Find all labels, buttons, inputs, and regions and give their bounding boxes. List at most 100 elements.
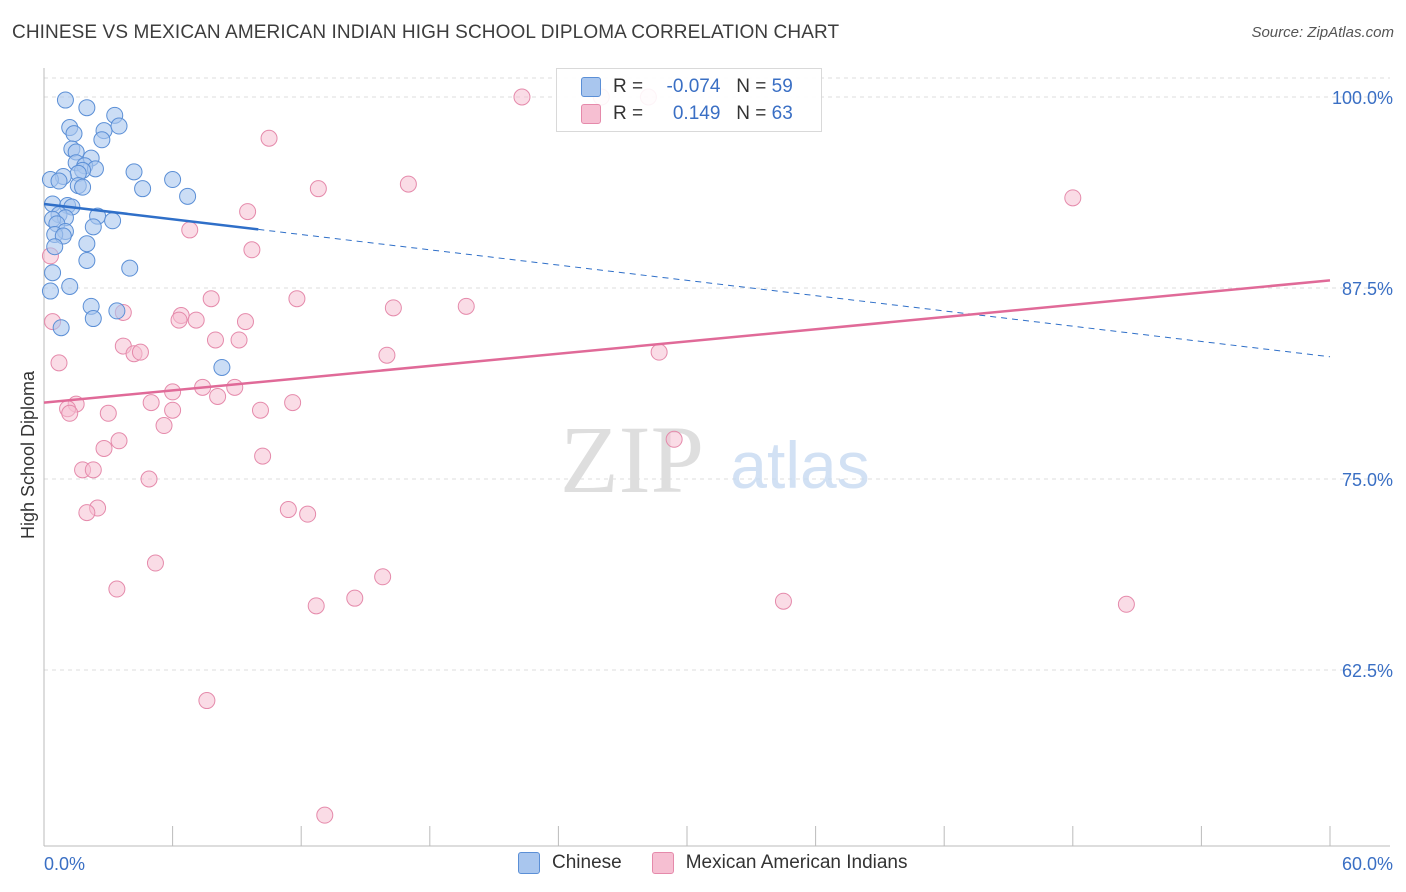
- data-point-mexican: [198, 692, 216, 710]
- data-point-mexican: [260, 129, 278, 147]
- data-point-mexican: [146, 554, 164, 572]
- legend-item-chinese: Chinese: [518, 852, 622, 874]
- data-point-chinese: [104, 212, 122, 230]
- data-point-mexican: [110, 432, 128, 450]
- data-point-chinese: [65, 125, 83, 143]
- mexican-points: [41, 88, 1135, 824]
- data-point-chinese: [84, 218, 102, 236]
- x-tick-labels: 0.0% 60.0%: [44, 854, 1393, 874]
- data-point-mexican: [140, 470, 158, 488]
- data-point-mexican: [457, 297, 475, 315]
- x-tick-label: 60.0%: [1342, 854, 1393, 874]
- x-tick-label: 0.0%: [44, 854, 85, 874]
- data-point-chinese: [78, 99, 96, 117]
- data-point-mexican: [95, 439, 113, 457]
- data-point-mexican: [374, 568, 392, 586]
- data-point-mexican: [399, 175, 417, 193]
- mexican-trend-line: [43, 279, 1331, 404]
- data-point-chinese: [50, 172, 68, 190]
- data-point-mexican: [243, 241, 261, 259]
- data-point-mexican: [202, 290, 220, 308]
- axes: [43, 68, 1390, 847]
- stats-legend: R = -0.074 N = 59 R = 0.149 N = 63: [556, 68, 822, 132]
- data-point-mexican: [650, 343, 668, 361]
- data-point-mexican: [209, 387, 227, 405]
- chart-title: CHINESE VS MEXICAN AMERICAN INDIAN HIGH …: [12, 22, 840, 43]
- data-point-mexican: [206, 331, 224, 349]
- data-point-mexican: [78, 504, 96, 522]
- data-point-chinese: [108, 302, 126, 320]
- chinese-trend-line: [43, 202, 259, 231]
- data-point-mexican: [187, 311, 205, 329]
- data-point-mexican: [239, 203, 257, 221]
- legend-r-value: -0.074: [666, 76, 721, 97]
- data-point-mexican: [236, 313, 254, 331]
- legend-n-label: N =: [736, 103, 767, 124]
- legend-label-mexican: Mexican American Indians: [685, 852, 908, 873]
- chinese-legend-swatch: [518, 852, 540, 874]
- watermark-atlas: atlas: [730, 428, 869, 502]
- legend-n-label: N =: [736, 76, 767, 97]
- legend-r-label: R =: [613, 103, 644, 124]
- y-axis-label: High School Diploma: [18, 370, 38, 539]
- data-point-mexican: [251, 401, 269, 419]
- legend-label-chinese: Chinese: [552, 852, 622, 873]
- data-point-mexican: [164, 401, 182, 419]
- data-point-mexican: [288, 290, 306, 308]
- data-point-mexican: [142, 394, 160, 412]
- legend-row-mexican: R = 0.149 N = 63: [581, 102, 793, 126]
- data-point-mexican: [108, 580, 126, 598]
- data-point-chinese: [213, 358, 231, 376]
- source-label: Source: ZipAtlas.com: [1251, 24, 1394, 41]
- data-point-chinese: [179, 187, 197, 205]
- data-point-mexican: [307, 597, 325, 615]
- data-point-chinese: [134, 180, 152, 198]
- data-point-mexican: [316, 806, 334, 824]
- data-point-mexican: [665, 430, 683, 448]
- data-point-chinese: [56, 91, 74, 109]
- data-point-mexican: [309, 180, 327, 198]
- trend-lines: [43, 202, 1331, 404]
- data-point-mexican: [254, 447, 272, 465]
- data-point-mexican: [84, 461, 102, 479]
- chinese-points: [41, 91, 231, 376]
- legend-n-value: 59: [771, 76, 793, 97]
- data-point-mexican: [61, 404, 79, 422]
- data-point-chinese: [74, 178, 92, 196]
- data-point-chinese: [125, 163, 143, 181]
- data-point-mexican: [131, 343, 149, 361]
- grid-lines: [44, 77, 1390, 671]
- data-point-chinese: [121, 259, 139, 277]
- data-point-mexican: [299, 505, 317, 523]
- data-point-chinese: [61, 277, 79, 295]
- y-tick-label: 75.0%: [1342, 470, 1393, 490]
- data-point-mexican: [774, 592, 792, 610]
- data-point-chinese: [41, 282, 59, 300]
- data-point-mexican: [279, 501, 297, 519]
- data-point-mexican: [170, 311, 188, 329]
- series-legend: Chinese Mexican American Indians: [518, 852, 938, 874]
- y-tick-label: 100.0%: [1332, 88, 1393, 108]
- data-point-mexican: [346, 589, 364, 607]
- y-tick-label: 87.5%: [1342, 279, 1393, 299]
- data-point-chinese: [46, 238, 64, 256]
- mexican-legend-swatch: [651, 852, 674, 874]
- data-point-mexican: [284, 394, 302, 412]
- legend-row-chinese: R = -0.074 N = 59: [581, 75, 793, 99]
- chinese-swatch: [581, 77, 601, 97]
- data-point-mexican: [181, 221, 199, 239]
- legend-r-value: 0.149: [672, 103, 721, 124]
- data-point-mexican: [230, 331, 248, 349]
- data-point-mexican: [384, 299, 402, 317]
- chinese-trend-extension: [258, 228, 1331, 358]
- data-point-mexican: [50, 354, 68, 372]
- mexican-swatch: [581, 104, 601, 124]
- data-point-chinese: [93, 131, 111, 149]
- data-point-chinese: [52, 319, 70, 337]
- data-point-chinese: [110, 117, 128, 135]
- legend-n-value: 63: [771, 103, 793, 124]
- watermark-zip: ZIP: [560, 406, 704, 513]
- data-point-chinese: [44, 264, 62, 282]
- data-point-mexican: [1117, 595, 1135, 613]
